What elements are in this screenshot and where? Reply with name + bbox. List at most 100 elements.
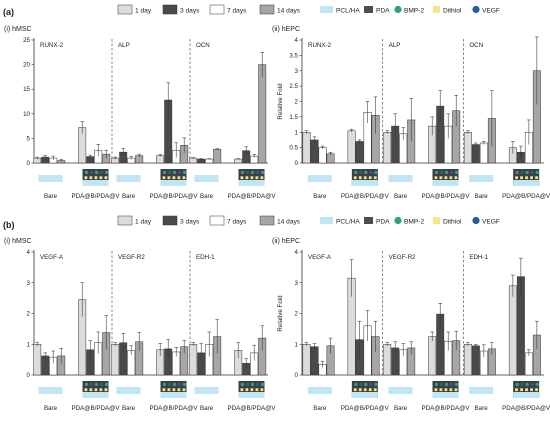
bar-1-2-0-0	[463, 132, 472, 164]
substrate-coated-icon-0-2	[238, 169, 265, 186]
y-tick-label-2-0: 0	[27, 372, 31, 379]
x-label-0-1-1: PDA@B/PDA@V	[150, 193, 199, 200]
substrate-bare-icon-3-1	[388, 387, 413, 394]
x-label-1-0-1: PDA@B/PDA@V	[341, 193, 390, 200]
y-tick-label-1-8: 4	[295, 37, 299, 44]
y-tick-label-2-2: 2	[27, 311, 31, 318]
y-axis-title-1: Relative Fold	[277, 83, 284, 120]
substrate-coated-icon-3-2	[513, 381, 540, 398]
substrate-coated-icon-3-1	[432, 381, 459, 398]
bar-0-2-1-0	[234, 158, 243, 164]
group-label-1-0: RUNX-2	[308, 42, 332, 49]
legend-swatch-pda-a	[364, 6, 373, 13]
x-label-2-0-1: PDA@B/PDA@V	[72, 405, 121, 412]
y-tick-label-1-1: 0.5	[289, 145, 298, 152]
group-label-3-1: VEGF-R2	[389, 254, 416, 261]
x-label-2-2-0: Bare	[200, 405, 214, 412]
x-label-2-2-1: PDA@B/PDA@V	[228, 405, 277, 412]
chart-panel-1: (ii) hEPC Relative Fold 0 0.5 1 1.5 2 2.5 3 3.5 4 R…	[272, 26, 550, 200]
bar-2-2-0-0	[189, 344, 198, 376]
x-label-1-2-0: Bare	[475, 193, 489, 200]
legend-swatch-bmp-a	[394, 5, 402, 14]
x-label-0-1-0: Bare	[122, 193, 136, 200]
bar-1-0-1-0	[347, 130, 356, 164]
legend-label-dithiol-a: Dithiol	[443, 8, 462, 15]
bar-1-0-1-1	[355, 141, 364, 164]
legend-label-dithiol-b: Dithiol	[443, 219, 462, 226]
y-tick-label-2-1: 1	[27, 341, 31, 348]
substrate-coated-icon-2-1	[160, 381, 187, 398]
group-label-0-1: ALP	[118, 42, 130, 49]
panel-subtitle-1: (ii) hEPC	[272, 26, 300, 33]
bar-3-2-1-2	[524, 352, 533, 376]
y-tick-label-2-4: 4	[27, 249, 31, 256]
y-tick-label-1-7: 3.5	[289, 52, 298, 59]
x-label-3-1-1: PDA@B/PDA@V	[422, 405, 471, 412]
group-label-1-1: ALP	[389, 42, 401, 49]
legend-row-a: 1 day 3 days 7 days 14 days PCL/HA PDA BMP-2 Di…	[117, 4, 500, 15]
legend-label-pda-a: PDA	[376, 8, 390, 15]
bar-3-1-1-0	[428, 336, 437, 376]
group-label-2-0: VEGF-A	[40, 254, 64, 261]
legend-swatch-b-3	[259, 215, 275, 226]
legend-swatch-a-3	[259, 4, 275, 15]
substrate-coated-icon-0-1	[160, 169, 187, 186]
y-tick-label-0-5: 25	[23, 37, 30, 44]
x-label-1-2-1: PDA@B/PDA@V	[502, 193, 550, 200]
substrate-bare-icon-3-0	[307, 387, 332, 394]
bar-0-2-1-3	[258, 64, 267, 164]
legend-swatch-pda-b	[364, 217, 373, 224]
substrate-bare-icon-0-2	[194, 175, 219, 182]
group-label-1-2: OCN	[469, 42, 483, 49]
group-label-0-2: OCN	[196, 42, 210, 49]
bar-3-1-0-0	[383, 344, 392, 376]
legend-swatch-bmp-b	[394, 216, 402, 225]
legend-label-b-1: 3 days	[180, 219, 200, 226]
substrate-bare-icon-2-1	[116, 387, 141, 394]
y-tick-label-3-3: 3	[295, 280, 299, 287]
x-label-1-1-1: PDA@B/PDA@V	[422, 193, 471, 200]
y-tick-label-1-0: 0	[295, 160, 299, 167]
y-tick-label-1-4: 2	[295, 99, 299, 106]
panel-subtitle-2: (i) hMSC	[4, 238, 32, 245]
panel-subtitle-3: (ii) hEPC	[272, 238, 300, 245]
legend-label-a-2: 7 days	[227, 8, 247, 15]
legend-swatch-b-2	[209, 215, 225, 226]
panel-subtitle-0: (i) hMSC	[4, 26, 32, 33]
legend-swatch-pcl-a	[320, 6, 333, 13]
substrate-bare-icon-1-0	[307, 175, 332, 182]
y-tick-label-0-4: 20	[23, 62, 30, 69]
x-label-0-2-1: PDA@B/PDA@V	[228, 193, 277, 200]
legend-label-pcl-a: PCL/HA	[336, 8, 360, 15]
y-tick-label-3-4: 4	[295, 249, 299, 256]
legend-swatch-b-1	[162, 215, 178, 226]
y-tick-label-1-3: 1.5	[289, 114, 298, 121]
bar-1-2-0-1	[471, 144, 480, 164]
legend-label-b-3: 14 days	[277, 219, 301, 226]
substrate-bare-icon-2-0	[38, 387, 63, 394]
substrate-coated-icon-0-0	[82, 169, 109, 186]
y-tick-label-1-2: 1	[295, 129, 299, 136]
x-label-3-2-1: PDA@B/PDA@V	[502, 405, 550, 412]
group-label-2-2: EDH-1	[196, 254, 215, 261]
legend-label-pcl-b: PCL/HA	[336, 219, 360, 226]
bar-0-1-1-0	[156, 155, 165, 164]
legend-label-a-1: 3 days	[180, 8, 200, 15]
legend-swatch-dithiol-a	[433, 6, 440, 13]
group-label-0-0: RUNX-2	[40, 42, 64, 49]
bar-0-2-0-2	[205, 158, 214, 164]
y-tick-label-0-2: 10	[23, 111, 30, 118]
group-label-3-0: VEGF-A	[308, 254, 332, 261]
legend-swatch-a-2	[209, 4, 225, 15]
y-tick-label-3-1: 1	[295, 341, 299, 348]
legend-label-a-3: 14 days	[277, 8, 301, 15]
chart-panel-3: (ii) hEPC Relative Fold 0 1 2 3 4 VEGF-A Bare PDA…	[272, 238, 550, 412]
group-label-2-1: VEGF-R2	[118, 254, 145, 261]
x-label-1-1-0: Bare	[394, 193, 408, 200]
x-label-2-1-0: Bare	[122, 405, 136, 412]
x-label-2-1-1: PDA@B/PDA@V	[150, 405, 199, 412]
legend-swatch-vegf-b	[472, 216, 480, 225]
